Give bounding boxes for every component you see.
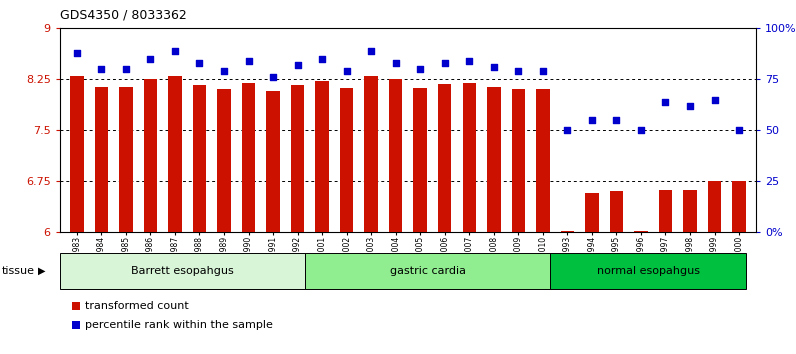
Bar [438,84,451,232]
Bar [267,91,280,232]
Point [291,62,304,68]
Point [365,48,377,53]
Bar [365,76,378,232]
Point [487,64,500,70]
Bar [462,82,476,232]
Bar [217,90,231,232]
Bar [389,79,403,232]
Text: transformed count: transformed count [85,301,189,311]
Bar [168,76,181,232]
Point [634,127,647,133]
Point [684,103,696,109]
Bar [512,90,525,232]
Bar [732,181,746,232]
Point [561,127,574,133]
Bar [708,181,721,232]
Point [659,99,672,104]
Point [537,68,549,74]
Text: tissue: tissue [2,266,34,276]
Point [95,66,107,72]
Text: gastric cardia: gastric cardia [389,266,466,276]
Point [414,66,427,72]
Point [169,48,181,53]
Bar [60,253,305,289]
Point [586,117,599,123]
Bar [659,190,672,232]
Bar [550,253,747,289]
Bar [340,88,353,232]
Bar [291,85,304,232]
Text: GDS4350 / 8033362: GDS4350 / 8033362 [60,9,186,22]
Bar [683,190,696,232]
Bar [95,87,108,232]
Bar [119,87,133,232]
Bar [144,79,157,232]
Bar [585,193,599,232]
Bar [193,85,206,232]
Point [708,97,721,102]
Point [439,60,451,66]
Point [71,50,84,56]
Point [732,127,745,133]
Point [340,68,353,74]
Bar [242,82,256,232]
Bar [315,81,329,232]
Point [389,60,402,66]
Point [267,74,279,80]
Text: percentile rank within the sample: percentile rank within the sample [85,320,273,330]
Point [144,56,157,62]
Point [463,58,476,64]
Bar [413,88,427,232]
Bar [70,76,84,232]
Text: normal esopahgus: normal esopahgus [597,266,700,276]
Bar [487,87,501,232]
Bar [536,90,549,232]
Bar [305,253,550,289]
Point [217,68,230,74]
Bar [634,230,648,232]
Bar [560,230,574,232]
Point [119,66,132,72]
Text: Barrett esopahgus: Barrett esopahgus [131,266,234,276]
Point [316,56,329,62]
Point [610,117,622,123]
Point [242,58,255,64]
Point [512,68,525,74]
Point [193,60,206,66]
Bar [610,191,623,232]
Text: ▶: ▶ [38,266,45,276]
